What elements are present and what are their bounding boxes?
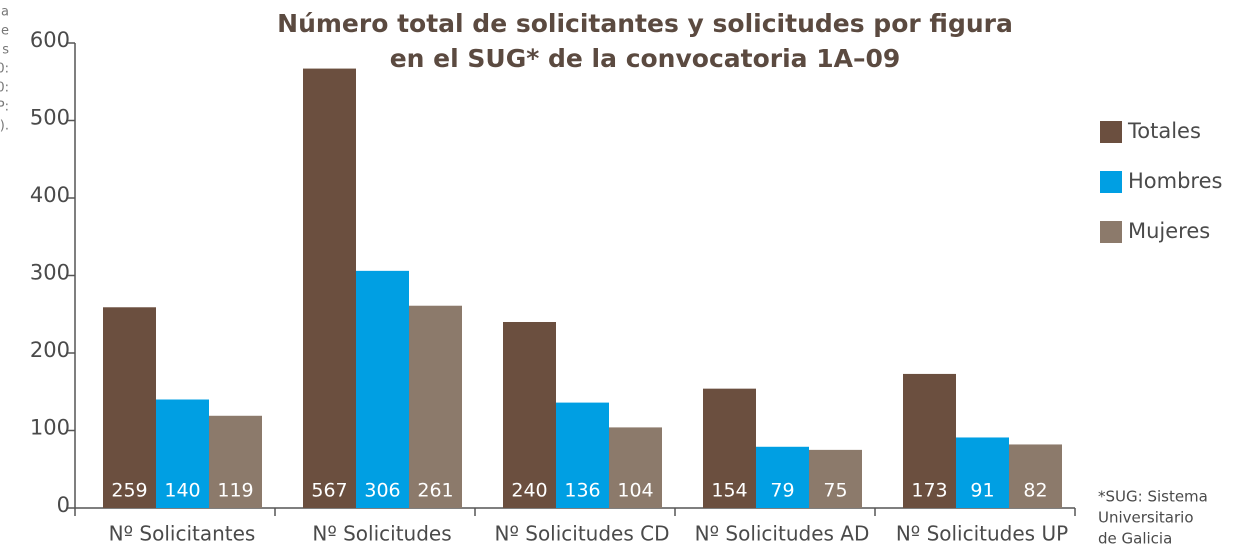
data-label: 91	[970, 480, 994, 502]
bar	[556, 402, 609, 508]
data-label: 136	[564, 480, 600, 502]
data-label: 259	[111, 480, 147, 502]
page-fragment: s	[2, 43, 9, 58]
data-label: 261	[417, 480, 453, 502]
y-tick-label: 200	[30, 338, 70, 362]
bar	[1009, 444, 1062, 508]
legend-label: Hombres	[1128, 169, 1222, 193]
x-tick-label: Nº Solicitantes	[109, 522, 256, 546]
y-tick-label: 500	[30, 106, 70, 130]
y-tick-label: 0	[57, 493, 70, 517]
data-label: 119	[217, 480, 253, 502]
bar	[609, 427, 662, 508]
footnote: Universitario	[1098, 509, 1194, 527]
chart-title: en el SUG* de la convocatoria 1A–09	[390, 44, 901, 73]
legend-swatch	[1100, 171, 1122, 193]
page-fragment: e	[1, 24, 9, 39]
bar	[903, 373, 956, 508]
footnote: de Galicia	[1098, 530, 1172, 548]
data-label: 140	[164, 480, 200, 502]
y-tick-label: 400	[30, 183, 70, 207]
bar	[809, 449, 862, 508]
legend-swatch	[1100, 221, 1122, 243]
bar	[756, 446, 809, 508]
data-label: 154	[711, 480, 747, 502]
bar	[303, 68, 356, 508]
data-label: 104	[617, 480, 653, 502]
page-fragment: 0).	[0, 119, 9, 134]
bar	[356, 270, 409, 508]
data-label: 567	[311, 480, 347, 502]
legend-label: Totales	[1127, 119, 1201, 143]
x-tick-label: Nº Solicitudes	[312, 522, 451, 546]
data-label: 240	[511, 480, 547, 502]
bar	[156, 399, 209, 508]
x-tick-label: Nº Solicitudes CD	[495, 522, 670, 546]
legend-swatch	[1100, 121, 1122, 143]
bar	[103, 307, 156, 508]
data-label: 82	[1023, 480, 1047, 502]
page-fragment: 0:	[0, 62, 9, 77]
bar	[703, 388, 756, 508]
bar	[503, 322, 556, 508]
footnote: *SUG: Sistema	[1098, 488, 1208, 506]
y-tick-label: 300	[30, 261, 70, 285]
bar	[956, 437, 1009, 508]
y-tick-label: 100	[30, 416, 70, 440]
data-label: 306	[364, 480, 400, 502]
data-label: 79	[770, 480, 794, 502]
chart-title: Número total de solicitantes y solicitud…	[277, 9, 1013, 38]
data-label: 173	[911, 480, 947, 502]
bar	[409, 305, 462, 508]
data-label: 75	[823, 480, 847, 502]
page-fragment: 0:	[0, 81, 9, 96]
x-tick-label: Nº Solicitudes AD	[695, 522, 870, 546]
page-fragment: P:	[0, 100, 9, 115]
bar	[209, 415, 262, 508]
legend-label: Mujeres	[1128, 219, 1210, 243]
page-fragment: a	[1, 5, 9, 20]
y-tick-label: 600	[30, 28, 70, 52]
x-tick-label: Nº Solicitudes UP	[896, 522, 1068, 546]
